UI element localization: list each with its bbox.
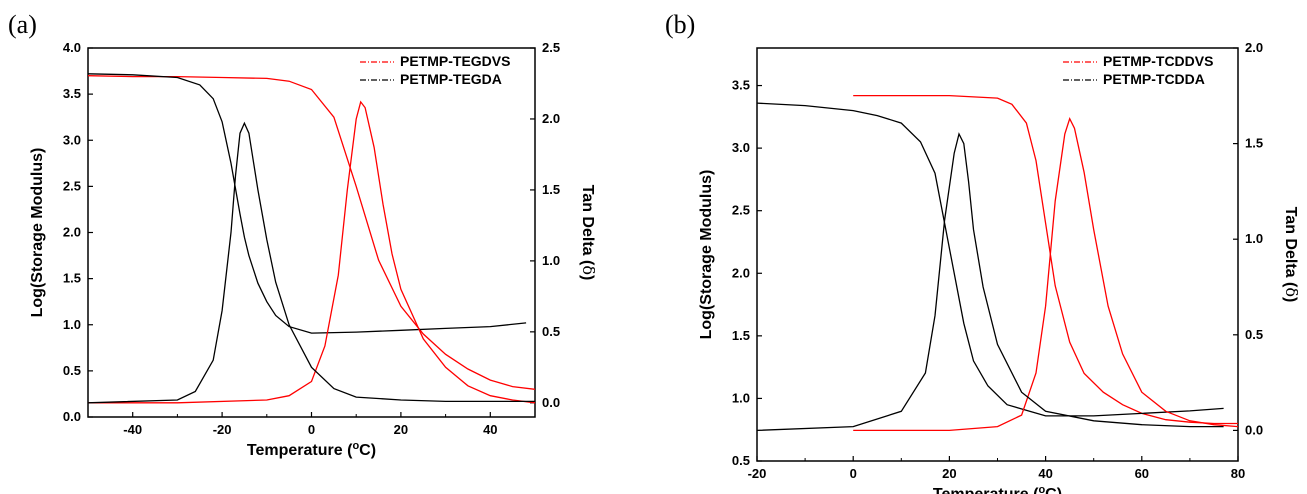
y2-tick-label: 2.5 — [542, 40, 560, 55]
plot-frame — [756, 47, 1239, 462]
y-axis-label: Log(Storage Modulus) — [698, 170, 715, 340]
y2-axis-label: Tan Delta (δ) — [579, 185, 598, 281]
y-tick-label: 1.0 — [732, 390, 750, 405]
y2-tick-label: 1.5 — [542, 182, 560, 197]
y-tick-label: 2.5 — [732, 203, 750, 218]
series-line-4 — [88, 121, 535, 404]
y-tick-label: 1.5 — [732, 328, 750, 343]
series-line-3 — [88, 100, 535, 404]
legend-label: PETMP-TCDDVS — [1103, 53, 1213, 69]
y-tick-label: 1.5 — [63, 271, 81, 286]
x-axis-label: Temperature (oC) — [247, 440, 376, 459]
x-tick-label: 0 — [850, 466, 857, 481]
y-tick-label: 4.0 — [63, 40, 81, 55]
y2-tick-label: 2.0 — [542, 111, 560, 126]
y-tick-label: 0.5 — [63, 363, 81, 378]
y2-tick-label: 1.5 — [1245, 136, 1263, 151]
y-tick-label: 2.0 — [732, 265, 750, 280]
x-tick-label: -40 — [123, 422, 142, 437]
y2-axis-label: Tan Delta (δ) — [1282, 207, 1301, 303]
x-tick-label: 40 — [483, 422, 497, 437]
x-axis-label: Temperature (oC) — [933, 484, 1062, 494]
x-tick-label: 80 — [1231, 466, 1245, 481]
series-line-3 — [853, 116, 1238, 432]
y-tick-label: 0.5 — [732, 453, 750, 468]
y-tick-label: 3.0 — [732, 140, 750, 155]
y2-tick-label: 1.0 — [542, 253, 560, 268]
x-tick-label: -20 — [748, 466, 767, 481]
y-tick-label: 1.0 — [63, 317, 81, 332]
series-line-4 — [757, 132, 1224, 432]
legend-label: PETMP-TEGDA — [400, 71, 502, 87]
panel-label-b: (b) — [665, 10, 696, 39]
series-line-2 — [757, 102, 1224, 417]
y2-tick-label: 0.5 — [1245, 327, 1263, 342]
y2-tick-label: 0.0 — [1245, 422, 1263, 437]
series-line-1 — [88, 75, 535, 390]
series-line-1 — [853, 94, 1238, 425]
y2-tick-label: 1.0 — [1245, 231, 1263, 246]
legend-label: PETMP-TCDDA — [1103, 71, 1205, 87]
x-tick-label: 20 — [394, 422, 408, 437]
plot-frame — [87, 47, 536, 418]
y-tick-label: 0.0 — [63, 409, 81, 424]
chart-a: -40 -20 0 20 40 0.0 0.5 1.0 1.5 2.0 2.5 3.0 3.5 4.0 0.… — [29, 40, 598, 459]
x-tick-label: 0 — [308, 422, 315, 437]
y-tick-label: 2.5 — [63, 178, 81, 193]
y2-tick-label: 0.0 — [542, 395, 560, 410]
legend-label: PETMP-TEGDVS — [400, 53, 510, 69]
y-tick-label: 3.5 — [732, 78, 750, 93]
y-tick-label: 3.0 — [63, 132, 81, 147]
chart-b: -20 0 20 40 60 80 0.5 1.0 1.5 2.0 2.5 3.0 3.5 0.0 0.5 1… — [698, 40, 1301, 494]
series-line-2 — [88, 73, 527, 334]
y-tick-label: 2.0 — [63, 225, 81, 240]
panel-label-a: (a) — [8, 10, 37, 39]
y2-tick-label: 2.0 — [1245, 40, 1263, 55]
x-tick-label: 20 — [942, 466, 956, 481]
x-tick-label: 60 — [1135, 466, 1149, 481]
y2-tick-label: 0.5 — [542, 324, 560, 339]
y-tick-label: 3.5 — [63, 86, 81, 101]
x-tick-label: -20 — [213, 422, 232, 437]
y-axis-label: Log(Storage Modulus) — [29, 148, 46, 318]
x-tick-label: 40 — [1038, 466, 1052, 481]
